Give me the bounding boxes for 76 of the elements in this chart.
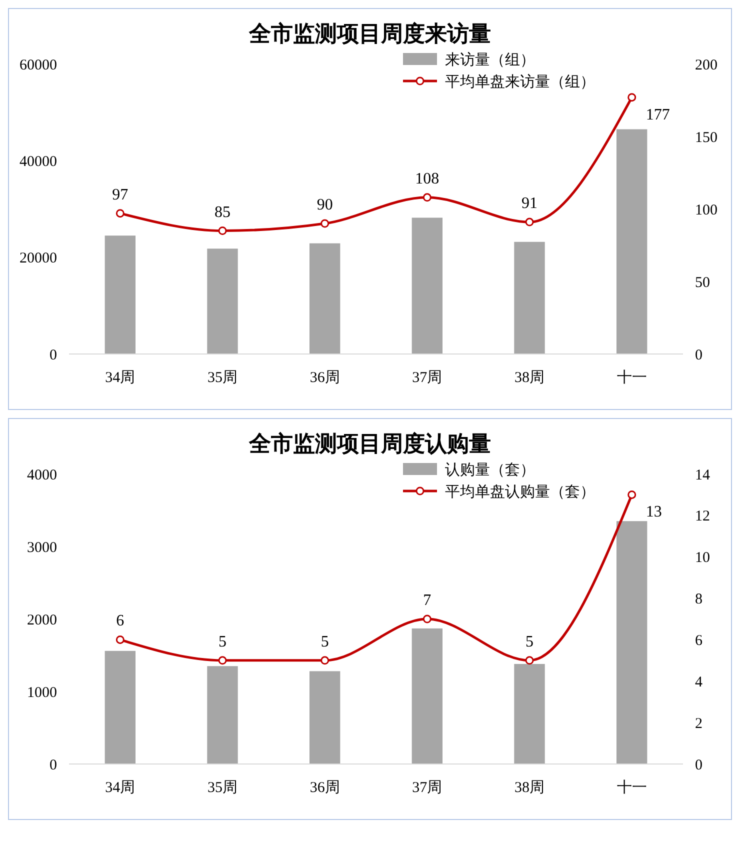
point — [628, 490, 636, 499]
x-tick-label: 36周 — [310, 780, 340, 796]
point — [218, 226, 227, 235]
data-label: 7 — [423, 592, 432, 609]
data-label: 5 — [218, 633, 226, 650]
x-tick-label: 十一 — [616, 369, 647, 386]
y-tick-label: 3000 — [27, 540, 57, 556]
legend-label: 平均单盘来访量（组） — [445, 73, 595, 90]
y-tick-label: 2000 — [27, 612, 57, 628]
y2-tick-label: 8 — [695, 592, 702, 608]
legend-label: 来访量（组） — [445, 51, 535, 68]
y2-tick-label: 4 — [695, 674, 703, 690]
bar — [412, 218, 443, 354]
bar — [412, 628, 443, 764]
bar — [514, 664, 545, 764]
data-label: 91 — [522, 195, 538, 212]
y-tick-label: 0 — [50, 347, 57, 364]
bar — [514, 242, 545, 354]
data-label: 85 — [214, 204, 230, 221]
y2-tick-label: 100 — [695, 202, 718, 218]
x-tick-label: 37周 — [412, 780, 442, 796]
legend-label: 认购量（套） — [445, 461, 535, 478]
x-tick-label: 38周 — [514, 370, 544, 386]
data-label: 5 — [320, 633, 329, 650]
point — [525, 656, 534, 665]
bar — [616, 129, 648, 354]
y-tick-label: 1000 — [27, 684, 57, 701]
data-label: 97 — [112, 186, 128, 204]
point — [525, 218, 534, 226]
point — [116, 209, 124, 218]
x-tick-label: 37周 — [412, 370, 442, 386]
x-tick-label: 十一 — [616, 779, 647, 796]
data-label: 5 — [526, 633, 534, 650]
point — [218, 656, 227, 665]
point — [422, 614, 432, 624]
y2-tick-label: 50 — [695, 274, 710, 291]
bar — [207, 248, 238, 354]
y-tick-label: 40000 — [20, 154, 57, 170]
y2-tick-label: 10 — [695, 550, 710, 566]
x-tick-label: 35周 — [208, 780, 238, 796]
chart-title: 全市监测项目周度来访量 — [248, 21, 491, 46]
data-label: 6 — [116, 612, 124, 630]
bar — [616, 521, 648, 764]
y2-tick-label: 6 — [695, 632, 703, 649]
y2-tick-label: 14 — [695, 467, 710, 484]
point — [116, 635, 124, 644]
x-tick-label: 36周 — [310, 370, 340, 386]
bar — [207, 666, 238, 764]
x-tick-label: 34周 — [105, 370, 136, 386]
point — [320, 656, 330, 665]
y2-tick-label: 0 — [695, 757, 702, 774]
bar — [104, 650, 136, 764]
point — [320, 219, 330, 228]
chart-title: 全市监测项目周度认购量 — [248, 431, 491, 456]
data-label: 177 — [646, 106, 670, 124]
y-tick-label: 20000 — [20, 250, 57, 267]
data-label: 13 — [646, 504, 662, 521]
x-tick-label: 34周 — [105, 780, 136, 796]
y2-tick-label: 2 — [695, 716, 702, 732]
point — [422, 193, 432, 202]
y2-tick-label: 0 — [695, 347, 702, 364]
point — [628, 93, 636, 102]
x-tick-label: 35周 — [208, 370, 238, 386]
y2-tick-label: 12 — [695, 508, 710, 525]
legend-label: 平均单盘认购量（套） — [445, 483, 595, 500]
y-tick-label: 60000 — [20, 57, 57, 74]
y2-tick-label: 200 — [695, 57, 718, 74]
data-label: 90 — [316, 196, 333, 214]
data-label: 108 — [415, 170, 440, 188]
bar — [309, 243, 340, 354]
y-tick-label: 4000 — [27, 467, 57, 484]
bar — [104, 236, 136, 354]
y2-tick-label: 150 — [695, 130, 718, 146]
y-tick-label: 0 — [50, 757, 57, 774]
bar — [309, 671, 340, 764]
x-tick-label: 38周 — [514, 780, 544, 796]
